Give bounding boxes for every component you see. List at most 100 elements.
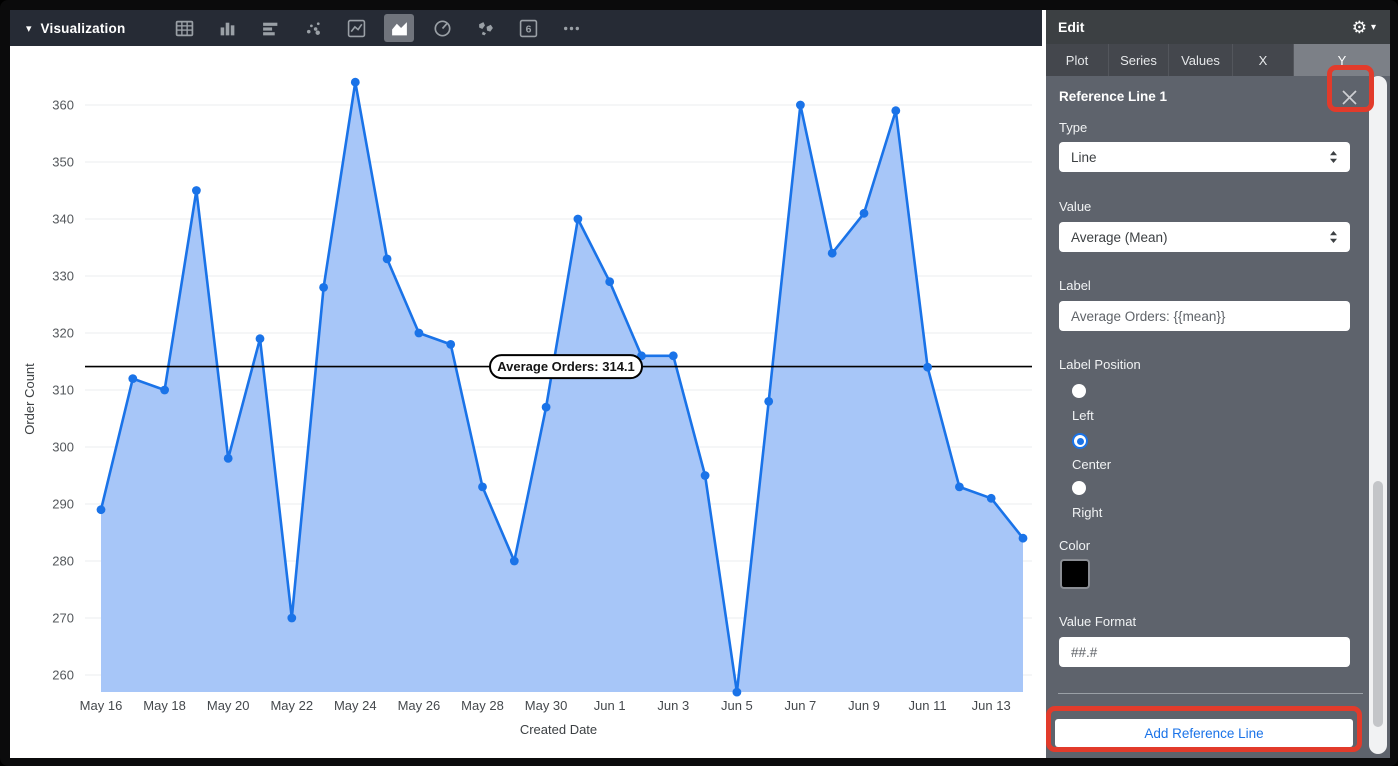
divider — [1058, 693, 1363, 694]
y-tick-label: 260 — [52, 668, 74, 683]
x-tick-label: May 20 — [207, 698, 250, 713]
x-tick-label: May 22 — [270, 698, 313, 713]
data-point[interactable] — [319, 283, 328, 292]
x-tick-label: May 30 — [525, 698, 568, 713]
visualization-toolbar: ▾ Visualization 6 — [10, 10, 1042, 46]
tab-values[interactable]: Values — [1169, 44, 1233, 76]
close-reference-line-button[interactable] — [1338, 86, 1360, 108]
radio-label-center: Center — [1072, 457, 1112, 472]
type-label: Type — [1059, 120, 1088, 135]
data-point[interactable] — [827, 248, 837, 258]
collapse-caret-icon[interactable]: ▾ — [26, 22, 32, 35]
data-point[interactable] — [350, 77, 360, 87]
x-axis-title: Created Date — [520, 722, 597, 737]
tab-plot[interactable]: Plot — [1046, 44, 1109, 76]
value-select[interactable]: Average (Mean) — [1059, 222, 1350, 252]
order-count-area-chart: 260 270 280 290 300 310 320 330 340 350 360 Average… — [22, 77, 1032, 737]
y-tick-label: 330 — [52, 269, 74, 284]
data-point[interactable] — [287, 613, 297, 623]
select-updown-icon — [1329, 150, 1338, 164]
x-tick-label: Jun 9 — [848, 698, 880, 713]
gear-icon[interactable]: ⚙ — [1351, 17, 1367, 37]
data-point[interactable] — [160, 385, 170, 395]
value-format-label: Value Format — [1059, 614, 1137, 629]
color-swatch[interactable] — [1060, 559, 1090, 589]
line-chart-icon[interactable] — [341, 14, 371, 42]
data-point[interactable] — [700, 471, 710, 480]
data-point[interactable] — [605, 277, 615, 287]
data-point[interactable] — [573, 214, 583, 224]
add-reference-line-button[interactable]: Add Reference Line — [1055, 719, 1353, 747]
edit-panel: Edit ⚙ ▾ Plot Series Values X Y Reference Li… — [1046, 10, 1390, 758]
y-tick-label: 360 — [52, 98, 74, 113]
select-updown-icon — [1329, 230, 1338, 244]
data-point[interactable] — [986, 493, 996, 503]
close-icon — [1341, 89, 1357, 105]
y-tick-label: 280 — [52, 554, 74, 569]
pie-chart-icon[interactable] — [427, 14, 457, 42]
more-options-icon[interactable] — [556, 14, 586, 42]
scatter-chart-icon[interactable] — [298, 14, 328, 42]
x-tick-label: Jun 13 — [972, 698, 1011, 713]
y-tick-label: 340 — [52, 212, 74, 227]
data-point[interactable] — [255, 334, 265, 344]
radio-right[interactable] — [1072, 481, 1086, 495]
data-point[interactable] — [764, 397, 774, 406]
toolbar-title: Visualization — [40, 20, 126, 36]
data-point[interactable] — [96, 505, 106, 515]
data-point[interactable] — [223, 454, 233, 463]
x-tick-label: May 16 — [80, 698, 123, 713]
chevron-down-icon[interactable]: ▾ — [1370, 21, 1376, 33]
reference-line-label: Average Orders: 314.1 — [497, 359, 635, 374]
label-input[interactable]: Average Orders: {{mean}} — [1059, 301, 1350, 331]
svg-text:6: 6 — [525, 23, 531, 35]
x-tick-label: May 26 — [398, 698, 441, 713]
panel-settings-button[interactable]: ⚙ ▾ — [1352, 19, 1376, 36]
data-point[interactable] — [732, 687, 742, 697]
data-point[interactable] — [192, 186, 201, 195]
table-icon[interactable] — [169, 14, 199, 42]
y-tick-label: 300 — [52, 440, 74, 455]
single-value-icon[interactable]: 6 — [513, 14, 543, 42]
data-point[interactable] — [446, 340, 456, 349]
y-tick-label: 310 — [52, 383, 74, 398]
data-point[interactable] — [955, 482, 964, 492]
x-tick-label: Jun 3 — [657, 698, 689, 713]
data-point[interactable] — [478, 482, 487, 492]
data-point[interactable] — [1018, 533, 1028, 543]
area-chart-icon[interactable] — [384, 14, 415, 42]
data-point[interactable] — [382, 254, 392, 264]
radio-left[interactable] — [1072, 384, 1086, 398]
chart-area: 260 270 280 290 300 310 320 330 340 350 360 Average… — [10, 46, 1046, 758]
tab-series[interactable]: Series — [1109, 44, 1169, 76]
data-point[interactable] — [859, 208, 869, 218]
data-point[interactable] — [796, 100, 805, 110]
data-point[interactable] — [541, 402, 551, 412]
map-chart-icon[interactable] — [470, 14, 500, 42]
y-axis-title: Order Count — [22, 363, 37, 435]
data-point[interactable] — [668, 351, 678, 361]
data-point[interactable] — [923, 362, 932, 372]
value-label: Value — [1059, 199, 1092, 214]
scrollbar-thumb[interactable] — [1373, 481, 1383, 727]
y-tick-label: 270 — [52, 611, 74, 626]
reference-line-label-pill — [489, 354, 643, 380]
radio-center[interactable] — [1072, 433, 1088, 449]
row-chart-icon[interactable] — [255, 14, 285, 42]
x-tick-label: May 28 — [461, 698, 504, 713]
tab-x[interactable]: X — [1233, 44, 1294, 76]
data-point[interactable] — [509, 556, 519, 566]
data-point[interactable] — [128, 374, 138, 383]
tab-y[interactable]: Y — [1294, 44, 1390, 76]
y-tick-label: 290 — [52, 497, 74, 512]
bar-chart-icon[interactable] — [212, 14, 242, 42]
data-point[interactable] — [891, 106, 901, 116]
edit-panel-header: Edit ⚙ ▾ — [1046, 10, 1390, 44]
type-select[interactable]: Line — [1059, 142, 1350, 172]
y-tick-label: 320 — [52, 326, 74, 341]
data-point[interactable] — [414, 328, 424, 338]
x-tick-label: Jun 1 — [594, 698, 626, 713]
value-format-input[interactable]: ##.# — [1059, 637, 1350, 667]
edit-panel-tabs: Plot Series Values X Y — [1046, 44, 1390, 76]
